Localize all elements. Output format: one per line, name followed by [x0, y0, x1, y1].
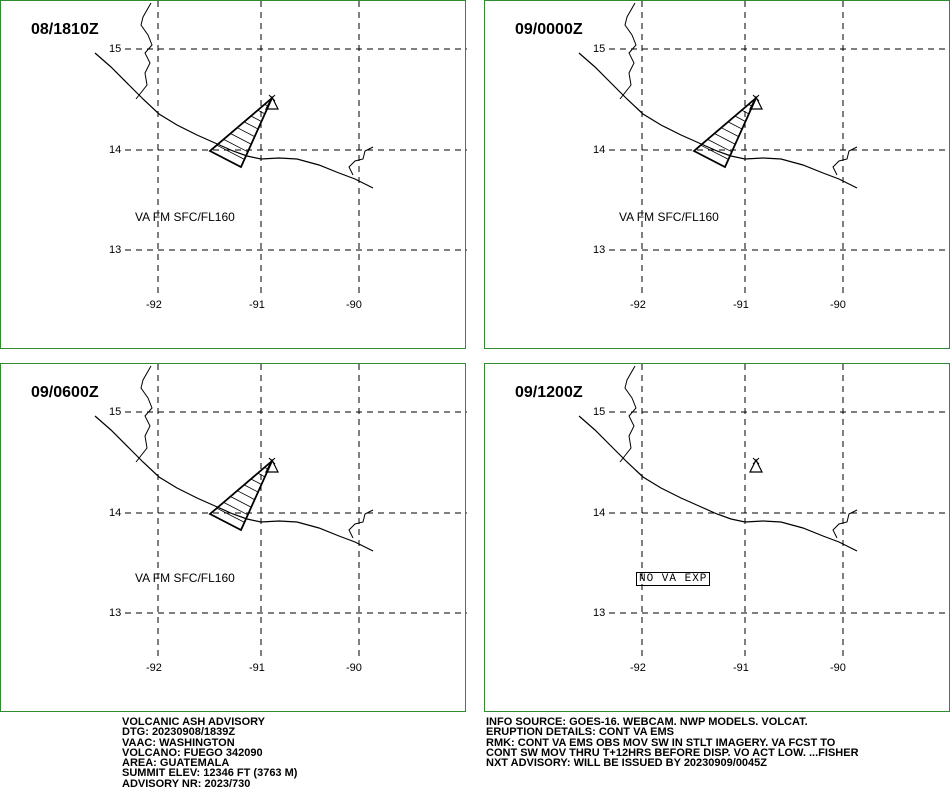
ash-altitude-label: VA FM SFC/FL160	[135, 210, 235, 224]
advisory-vaac: VAAC: WASHINGTON	[122, 736, 235, 749]
lat-label-15: 15	[593, 406, 606, 418]
lon-label-91: -91	[249, 299, 265, 311]
advisory-summit-elev: SUMMIT ELEV: 12346 FT (3763 M)	[122, 767, 298, 780]
remarks-line-2: CONT SW MOV THRU T+12HRS BEFORE DISP. VO…	[486, 746, 859, 759]
forecast-panel-3: 09/0600Z 15 14 13 -92 -91 -90 VA FM SFC/…	[0, 363, 467, 712]
country-border	[135, 2, 153, 100]
lat-label-13: 13	[109, 244, 122, 256]
ash-hatch-line	[230, 133, 252, 145]
panel-time-title: 09/0600Z	[31, 384, 99, 401]
ash-hatch-line	[237, 127, 255, 137]
map-canvas	[94, 1, 467, 293]
ash-hatch-line	[257, 472, 266, 478]
lat-label-15: 15	[593, 43, 606, 55]
ash-hatch-line	[243, 121, 259, 130]
lon-label-90: -90	[346, 662, 362, 674]
country-border	[619, 365, 637, 463]
ash-hatch-line	[748, 104, 753, 107]
country-border	[348, 509, 374, 539]
ash-hatch-line	[693, 150, 726, 168]
ash-cloud-polygon	[692, 97, 757, 169]
advisory-dtg: DTG: 20230908/1839Z	[122, 726, 236, 739]
ash-altitude-label: VA FM SFC/FL160	[619, 210, 719, 224]
info-source: INFO SOURCE: GOES-16. WEBCAM. NWP MODELS…	[486, 716, 808, 728]
panel-time-title: 09/1200Z	[515, 384, 583, 401]
coastline	[94, 52, 374, 189]
map-canvas	[578, 1, 950, 293]
eruption-details: ERUPTION DETAILS: CONT VA EMS	[486, 726, 675, 739]
advisory-number: ADVISORY NR: 2023/730	[122, 777, 251, 790]
advisory-details-block: INFO SOURCE: GOES-16. WEBCAM. NWP MODELS…	[486, 716, 859, 770]
lat-label-15: 15	[109, 43, 122, 55]
next-advisory: NXT ADVISORY: WILL BE ISSUED BY 20230909…	[486, 757, 768, 770]
ash-hatch-line	[237, 490, 255, 500]
ash-hatch-line	[209, 150, 242, 168]
ash-hatch-line	[243, 484, 259, 493]
ash-hatch-line	[209, 513, 242, 531]
ash-hatch-line	[264, 104, 269, 107]
ash-hatch-line	[721, 127, 739, 137]
ash-hatch-line	[250, 478, 262, 485]
map-canvas	[578, 364, 950, 656]
ash-hatch-line	[223, 138, 249, 153]
ash-cloud-polygon	[208, 97, 273, 169]
advisory-area: AREA: GUATEMALA	[122, 757, 230, 770]
ash-hatch-line	[216, 507, 245, 523]
lon-label-91: -91	[733, 662, 749, 674]
coastline	[578, 415, 858, 552]
volcano-triangle-icon	[749, 458, 763, 473]
no-va-expected-box: NO VA EXP	[636, 572, 711, 586]
lon-label-90: -90	[346, 299, 362, 311]
ash-hatch-line	[223, 501, 249, 516]
ash-hatch-line	[216, 144, 245, 160]
lon-label-90: -90	[830, 662, 846, 674]
lat-label-13: 13	[593, 607, 606, 619]
forecast-panel-4: 09/1200Z 15 14 13 -92 -91 -90 NO VA EXP	[484, 363, 950, 712]
coastline	[578, 52, 858, 189]
coastline	[94, 415, 374, 552]
ash-hatch-line	[734, 115, 746, 122]
lat-label-14: 14	[109, 144, 122, 156]
ash-altitude-label: VA FM SFC/FL160	[135, 571, 235, 585]
ash-hatch-line	[264, 467, 269, 470]
advisory-header: VOLCANIC ASH ADVISORY	[122, 716, 266, 728]
ash-hatch-line	[230, 496, 252, 508]
lat-label-13: 13	[593, 244, 606, 256]
country-border	[832, 509, 858, 539]
lon-label-92: -92	[630, 299, 646, 311]
ash-hatch-line	[250, 115, 262, 122]
ash-hatch-line	[714, 133, 736, 145]
country-border	[348, 146, 374, 176]
lat-label-15: 15	[109, 406, 122, 418]
country-border	[619, 2, 637, 100]
lon-label-92: -92	[630, 662, 646, 674]
country-border	[832, 146, 858, 176]
lat-label-14: 14	[593, 507, 606, 519]
forecast-panel-1: 08/1810Z 15 14 13 -92 -91 -90 VA FM SFC/…	[0, 0, 467, 349]
ash-hatch-line	[727, 121, 743, 130]
lon-label-92: -92	[146, 662, 162, 674]
ash-hatch-line	[257, 109, 266, 115]
lon-label-90: -90	[830, 299, 846, 311]
ash-hatch-line	[741, 109, 750, 115]
remarks-line-1: RMK: CONT VA EMS OBS MOV SW IN STLT IMAG…	[486, 736, 836, 749]
advisory-info-block: VOLCANIC ASH ADVISORY DTG: 20230908/1839Z…	[122, 716, 298, 790]
ash-hatch-line	[700, 144, 729, 160]
advisory-volcano: VOLCANO: FUEGO 342090	[122, 746, 263, 759]
panel-time-title: 09/0000Z	[515, 21, 583, 38]
lon-label-91: -91	[249, 662, 265, 674]
map-canvas	[94, 364, 467, 656]
lon-label-91: -91	[733, 299, 749, 311]
ash-hatch-line	[707, 138, 733, 153]
ash-cloud-polygon	[208, 460, 273, 532]
country-border	[135, 365, 153, 463]
volcano-eruption-mark	[752, 457, 760, 465]
forecast-panel-2: 09/0000Z 15 14 13 -92 -91 -90 VA FM SFC/…	[484, 0, 950, 349]
lat-label-14: 14	[593, 144, 606, 156]
panel-time-title: 08/1810Z	[31, 21, 99, 38]
lat-label-14: 14	[109, 507, 122, 519]
lat-label-13: 13	[109, 607, 122, 619]
lon-label-92: -92	[146, 299, 162, 311]
